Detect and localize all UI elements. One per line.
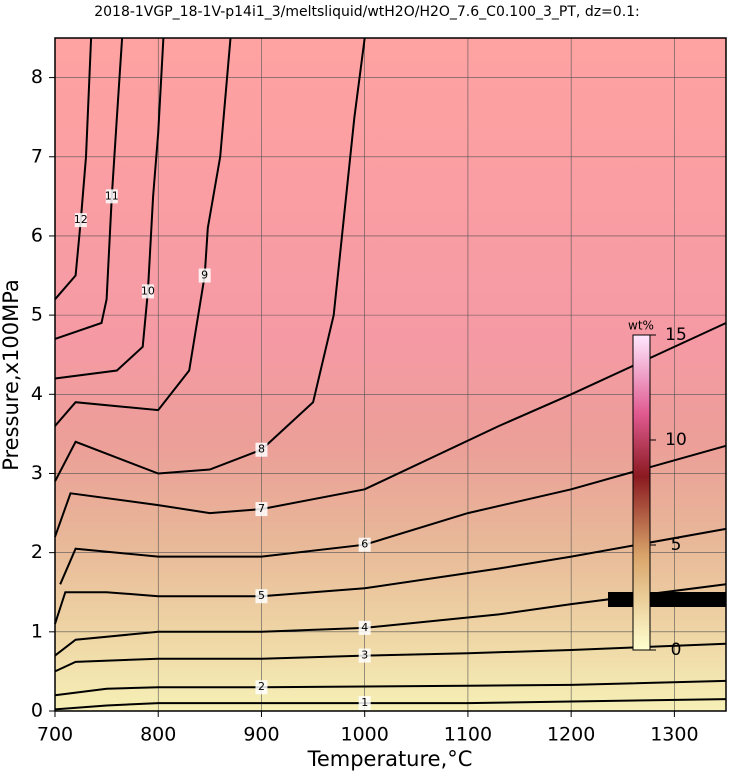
contour-line (54, 583, 727, 657)
contour-line (54, 37, 124, 340)
y-tick-label: 5 (31, 304, 43, 326)
contour-label: 8 (258, 443, 265, 456)
x-tick-label: 1100 (444, 724, 492, 746)
contour-label: 6 (361, 538, 368, 551)
x-tick-label: 1300 (650, 724, 698, 746)
contour-label-box (255, 442, 268, 457)
y-tick-label: 8 (31, 66, 43, 88)
contour-label-box (255, 589, 268, 604)
x-tick-label: 800 (140, 724, 176, 746)
colorbar-tick-label: 5 (671, 535, 682, 555)
y-tick-label: 7 (31, 145, 43, 167)
contour-label-box (198, 268, 211, 283)
contour-label-box (358, 696, 371, 711)
contour-label: 11 (105, 189, 119, 202)
contour-label-box (358, 537, 371, 552)
contour-label: 5 (258, 589, 265, 602)
contour-label: 2 (258, 680, 265, 693)
colorbar-tick-label: 10 (665, 430, 687, 450)
y-tick-label: 6 (31, 224, 43, 246)
contour-label: 3 (361, 649, 368, 662)
contour-label: 1 (361, 696, 368, 709)
contour-line (54, 642, 727, 673)
x-tick-label: 900 (243, 724, 279, 746)
contour-line (54, 37, 232, 427)
contour-label-box (255, 502, 268, 517)
y-tick-label: 1 (31, 620, 43, 642)
contour-label: 9 (201, 269, 208, 282)
x-tick-label: 1000 (341, 724, 389, 746)
colorbar-label: wt% (628, 319, 654, 333)
contour-label-box (105, 189, 118, 204)
contour-label-box (358, 648, 371, 663)
y-axis-label: Pressure,x100MPa (0, 279, 23, 471)
contour-label-box (358, 620, 371, 635)
plot-frame (54, 37, 727, 712)
x-tick-label: 700 (37, 724, 73, 746)
y-tick-label: 3 (31, 462, 43, 484)
contour-label: 4 (361, 621, 368, 634)
x-tick-label: 1200 (547, 724, 595, 746)
y-tick-label: 2 (31, 541, 43, 563)
contour-label: 7 (258, 502, 265, 515)
contour-label: 10 (141, 284, 155, 297)
contour-label-box (74, 213, 87, 228)
contour-label-box (255, 680, 268, 695)
plot-background (55, 38, 726, 711)
colorbar-tick-label: 15 (665, 325, 687, 345)
y-tick-label: 4 (31, 383, 43, 405)
contour-label: 12 (74, 213, 88, 226)
contour-label-box (141, 284, 154, 299)
x-axis-label: Temperature,°C (307, 747, 473, 771)
y-tick-label: 0 (31, 700, 43, 722)
colorbar (632, 334, 651, 651)
band (608, 592, 726, 607)
contour-line (59, 444, 727, 585)
chart-title: 2018-1VGP_18-1V-p14i1_3/meltsliquid/wtH2… (94, 4, 640, 20)
colorbar-tick-label: 0 (671, 640, 682, 660)
contour-line (54, 698, 727, 711)
